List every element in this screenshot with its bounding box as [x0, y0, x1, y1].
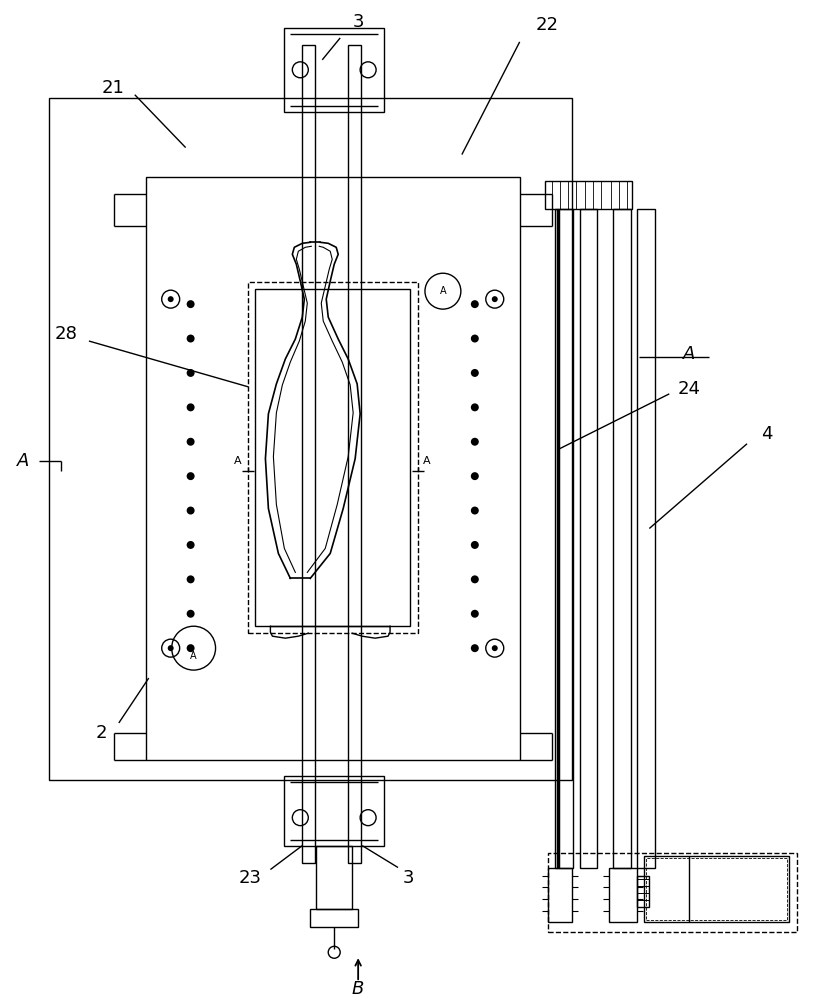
- Text: 3: 3: [402, 869, 413, 887]
- Text: A: A: [233, 456, 242, 466]
- Bar: [555, 209, 573, 868]
- Circle shape: [471, 575, 478, 583]
- Bar: [284, 28, 384, 112]
- Bar: [609, 868, 637, 922]
- Circle shape: [471, 438, 478, 446]
- Circle shape: [187, 369, 195, 377]
- Bar: [349, 45, 361, 863]
- Circle shape: [187, 403, 195, 411]
- Bar: [646, 858, 787, 920]
- Text: 4: 4: [761, 425, 773, 443]
- Circle shape: [492, 296, 498, 302]
- Bar: [547, 868, 571, 922]
- Circle shape: [471, 300, 478, 308]
- Text: A: A: [440, 286, 446, 296]
- Text: B: B: [352, 980, 364, 998]
- Circle shape: [187, 541, 195, 549]
- Text: 24: 24: [677, 380, 700, 398]
- Text: 23: 23: [239, 869, 262, 887]
- Circle shape: [187, 472, 195, 480]
- Bar: [547, 853, 797, 932]
- Circle shape: [187, 300, 195, 308]
- Bar: [613, 209, 631, 868]
- Text: 3: 3: [353, 13, 364, 31]
- Bar: [310, 909, 358, 927]
- Bar: [284, 776, 384, 846]
- Circle shape: [187, 644, 195, 652]
- Bar: [580, 209, 598, 868]
- Bar: [49, 98, 571, 780]
- Text: A: A: [17, 452, 30, 470]
- Circle shape: [471, 403, 478, 411]
- Circle shape: [492, 645, 498, 651]
- Text: A: A: [191, 651, 197, 661]
- Bar: [256, 289, 410, 626]
- Bar: [637, 209, 655, 868]
- Bar: [637, 876, 649, 907]
- Circle shape: [471, 644, 478, 652]
- Bar: [248, 282, 418, 633]
- Circle shape: [471, 369, 478, 377]
- Text: 21: 21: [101, 79, 124, 97]
- Circle shape: [471, 507, 478, 515]
- Text: 22: 22: [536, 16, 559, 34]
- Circle shape: [471, 472, 478, 480]
- Text: A: A: [423, 456, 431, 466]
- Circle shape: [471, 541, 478, 549]
- Bar: [302, 45, 316, 863]
- Circle shape: [187, 575, 195, 583]
- Bar: [145, 177, 520, 760]
- Text: A: A: [683, 345, 695, 363]
- Circle shape: [471, 610, 478, 618]
- Circle shape: [471, 335, 478, 343]
- Bar: [545, 181, 632, 209]
- Bar: [316, 846, 352, 909]
- Circle shape: [168, 296, 173, 302]
- Circle shape: [187, 438, 195, 446]
- Circle shape: [187, 610, 195, 618]
- Bar: [644, 856, 789, 922]
- Text: 28: 28: [54, 325, 77, 343]
- Circle shape: [168, 645, 173, 651]
- Text: 2: 2: [95, 724, 107, 742]
- Circle shape: [187, 507, 195, 515]
- Circle shape: [187, 335, 195, 343]
